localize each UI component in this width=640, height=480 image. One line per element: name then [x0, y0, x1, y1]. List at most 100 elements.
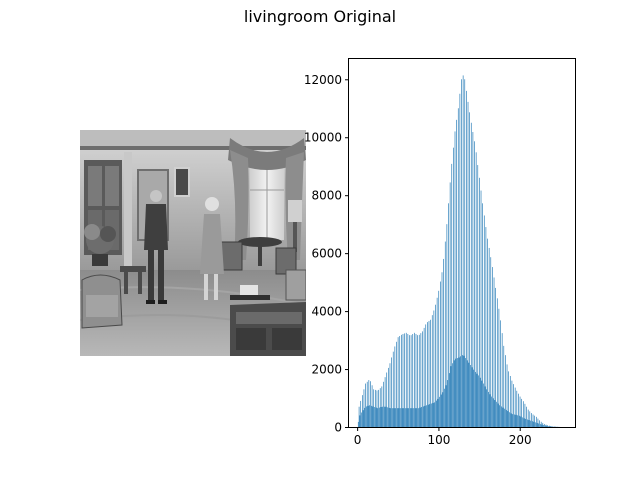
histogram-bar: [409, 408, 411, 427]
histogram-bar: [487, 238, 488, 427]
histogram-bar: [432, 402, 434, 427]
histogram-bar: [472, 132, 474, 427]
histogram-bar: [485, 227, 487, 427]
histogram-bar: [481, 380, 483, 427]
histogram-bar: [410, 335, 412, 427]
histogram-bar: [391, 357, 392, 427]
histogram-bar: [370, 381, 371, 427]
histogram-bar: [488, 247, 490, 427]
histogram-bar: [379, 407, 380, 427]
histogram-bar: [540, 421, 542, 427]
histogram-bar: [483, 215, 485, 427]
histogram-bar: [534, 415, 535, 427]
histogram-bar: [503, 345, 505, 427]
histogram-bar: [358, 406, 360, 427]
histogram-bar: [370, 405, 372, 427]
histogram-bar: [377, 408, 379, 427]
histogram-bar: [511, 380, 513, 427]
histogram-bar: [506, 364, 508, 427]
histogram-bar: [458, 357, 460, 427]
histogram-bar: [460, 356, 462, 427]
histogram-bar: [383, 381, 384, 427]
histogram-bar: [512, 414, 514, 427]
histogram-bar: [513, 384, 514, 427]
histogram-bar: [550, 426, 552, 427]
histogram-bar: [392, 351, 394, 427]
histogram-bar: [435, 304, 436, 427]
histogram-bar: [396, 408, 398, 427]
histogram-bar: [385, 406, 387, 427]
histogram-bar: [383, 406, 385, 427]
histogram-bar: [405, 408, 406, 427]
histogram-bar: [384, 377, 386, 427]
histogram-bar: [453, 147, 454, 428]
plot-frame: [348, 58, 576, 428]
histogram-bar: [452, 363, 453, 427]
histogram-bar: [375, 389, 376, 427]
histogram-bar: [448, 373, 450, 427]
histogram-bar: [443, 258, 444, 427]
x-tick-label: 200: [509, 433, 532, 447]
histogram-bar: [380, 407, 382, 427]
histogram-bar: [415, 333, 417, 427]
histogram-bar: [530, 420, 531, 427]
histogram-bar: [516, 390, 518, 427]
histogram-bar: [527, 419, 528, 427]
histogram-bar: [376, 390, 378, 427]
histogram-bar: [418, 408, 419, 427]
histogram-bar: [540, 424, 541, 427]
histogram-bar: [431, 403, 432, 427]
histogram-bar: [404, 333, 405, 427]
histogram-bar: [539, 420, 540, 427]
histogram-bar: [476, 373, 478, 427]
histogram-bar: [496, 298, 498, 427]
histogram-bars: [357, 75, 561, 428]
histogram-bar: [422, 331, 423, 427]
histogram-bar: [491, 396, 492, 427]
histogram-bar: [366, 381, 368, 427]
histogram-bar: [497, 403, 499, 427]
histogram-bar: [429, 404, 431, 427]
histogram-bar: [387, 407, 388, 427]
histogram-bar: [368, 380, 370, 427]
histogram-bar: [518, 415, 520, 427]
histogram-bar: [468, 362, 470, 427]
histogram-bar: [536, 422, 538, 427]
histogram-bar: [493, 277, 495, 427]
histogram-bar: [510, 413, 512, 427]
histogram-bar: [382, 406, 383, 427]
histogram-bar: [501, 406, 502, 427]
histogram-bar: [440, 281, 441, 427]
histogram-bar: [498, 308, 500, 427]
histogram-bar: [545, 424, 547, 427]
grayscale-room-photo: [80, 130, 306, 356]
histogram-bar: [375, 407, 377, 427]
histogram-bar: [467, 101, 469, 427]
histogram-bar: [543, 425, 544, 427]
histogram-bar: [396, 341, 397, 427]
histogram-bar: [434, 402, 436, 427]
histogram-bar: [528, 420, 530, 427]
histogram-bar: [552, 426, 553, 427]
histogram-bar: [537, 418, 539, 427]
histogram-bar: [441, 272, 443, 427]
histogram-bar: [486, 389, 488, 427]
y-tick-label: 4000: [311, 305, 342, 319]
histogram-bar: [442, 392, 444, 427]
histogram-bar: [357, 421, 359, 427]
histogram-bar: [435, 400, 437, 427]
histogram-bar: [526, 406, 527, 427]
histogram-bar: [532, 414, 534, 427]
histogram-bar: [523, 418, 525, 427]
histogram-bar: [389, 363, 391, 427]
y-tick-label: 8000: [311, 189, 342, 203]
histogram-bar: [529, 411, 531, 427]
histogram-bar: [454, 131, 456, 427]
histogram-bar: [397, 337, 399, 427]
histogram-bar: [464, 79, 466, 427]
histogram-bar: [544, 424, 545, 427]
histogram-bar: [462, 75, 464, 428]
histogram-bar: [508, 371, 509, 427]
histogram-bar: [371, 385, 373, 427]
